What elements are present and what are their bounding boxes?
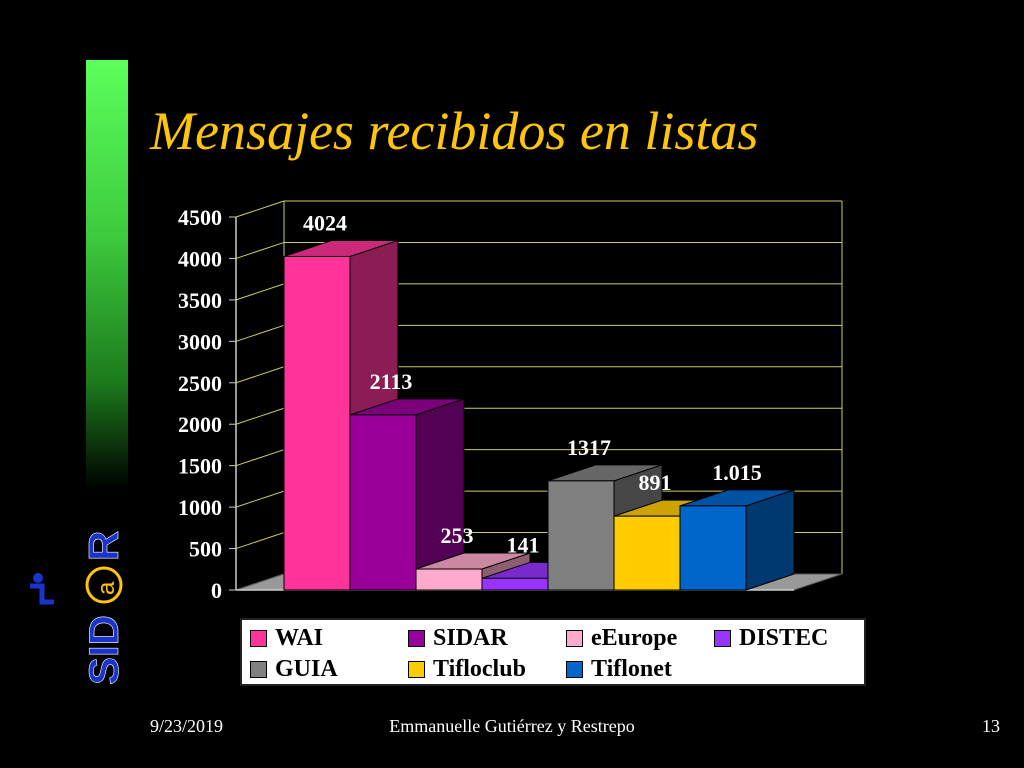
legend-label: Tiflonet: [591, 656, 672, 682]
gridline-side: [235, 449, 285, 467]
data-label-distec: 141: [507, 532, 540, 557]
y-tick-label: 3000: [178, 329, 222, 354]
svg-text:SID: SID: [80, 615, 127, 685]
bar-sidar: [349, 414, 417, 591]
gridline-side: [235, 407, 285, 425]
data-label-wai: 4024: [303, 210, 347, 235]
legend-label: SIDAR: [433, 625, 508, 651]
legend-swatch: [408, 661, 425, 678]
legend-item-eeurope: eEurope: [566, 623, 714, 654]
gridline-side: [235, 490, 285, 508]
legend-item-guia: GUIA: [250, 654, 408, 685]
y-tick-label: 4500: [178, 205, 222, 230]
chart-legend: WAI SIDAR eEurope DISTEC GUIA Tifloclub Tiflon…: [240, 618, 866, 686]
legend-swatch: [566, 630, 583, 647]
green-gradient-bar: [86, 60, 128, 490]
y-tick-label: 500: [189, 537, 222, 562]
legend-item-sidar: SIDAR: [408, 623, 566, 654]
gridline-side: [235, 324, 285, 342]
y-tick-label: 1000: [178, 495, 222, 520]
svg-text:a: a: [93, 581, 120, 595]
bar-wai: [283, 255, 351, 591]
svg-text:R: R: [80, 531, 127, 561]
legend-swatch: [408, 630, 425, 647]
y-tick-label: 2000: [178, 412, 222, 437]
bar-eeurope: [415, 568, 483, 591]
gridline-side: [235, 532, 285, 550]
gridline-side: [235, 241, 285, 259]
legend-label: WAI: [275, 625, 324, 651]
legend-swatch: [566, 661, 583, 678]
footer-date: 9/23/2019: [150, 716, 224, 736]
footer-page-number: 13: [982, 716, 1000, 736]
legend-item-wai: WAI: [250, 623, 408, 654]
legend-swatch: [250, 630, 267, 647]
sidar-logo: SID a R: [30, 530, 127, 685]
legend-label: eEurope: [591, 625, 678, 651]
legend-label: Tifloclub: [433, 656, 526, 682]
y-tick-label: 1500: [178, 454, 222, 479]
data-label-sidar: 2113: [370, 369, 413, 394]
gridline-side: [235, 200, 285, 218]
gridline-side: [235, 366, 285, 384]
legend-swatch: [714, 630, 731, 647]
legend-label: DISTEC: [739, 625, 829, 651]
footer-author: Emmanuelle Gutiérrez y Restrepo: [389, 716, 635, 736]
bar-guia: [547, 480, 615, 591]
bar-tiflonet: [679, 505, 747, 591]
y-tick-label: 3500: [178, 288, 222, 313]
legend-swatch: [250, 661, 267, 678]
data-label-tiflonet: 1.015: [712, 460, 762, 485]
legend-item-tiflonet: Tiflonet: [566, 654, 714, 685]
slide-title: Mensajes recibidos en listas: [150, 101, 759, 161]
y-tick-label: 2500: [178, 371, 222, 396]
legend-item-distec: DISTEC: [714, 623, 864, 654]
bar-side-tiflonet: [745, 489, 795, 591]
bar-tifloclub: [613, 515, 681, 591]
data-label-tifloclub: 891: [639, 470, 672, 495]
bar-distec: [481, 577, 549, 591]
legend-label: GUIA: [275, 656, 338, 682]
y-tick-label: 0: [211, 578, 222, 603]
y-tick-label: 4000: [178, 246, 222, 271]
data-label-guia: 1317: [567, 435, 611, 460]
data-label-eeurope: 253: [441, 523, 474, 548]
legend-item-tifloclub: Tifloclub: [408, 654, 566, 685]
gridline-side: [235, 283, 285, 301]
